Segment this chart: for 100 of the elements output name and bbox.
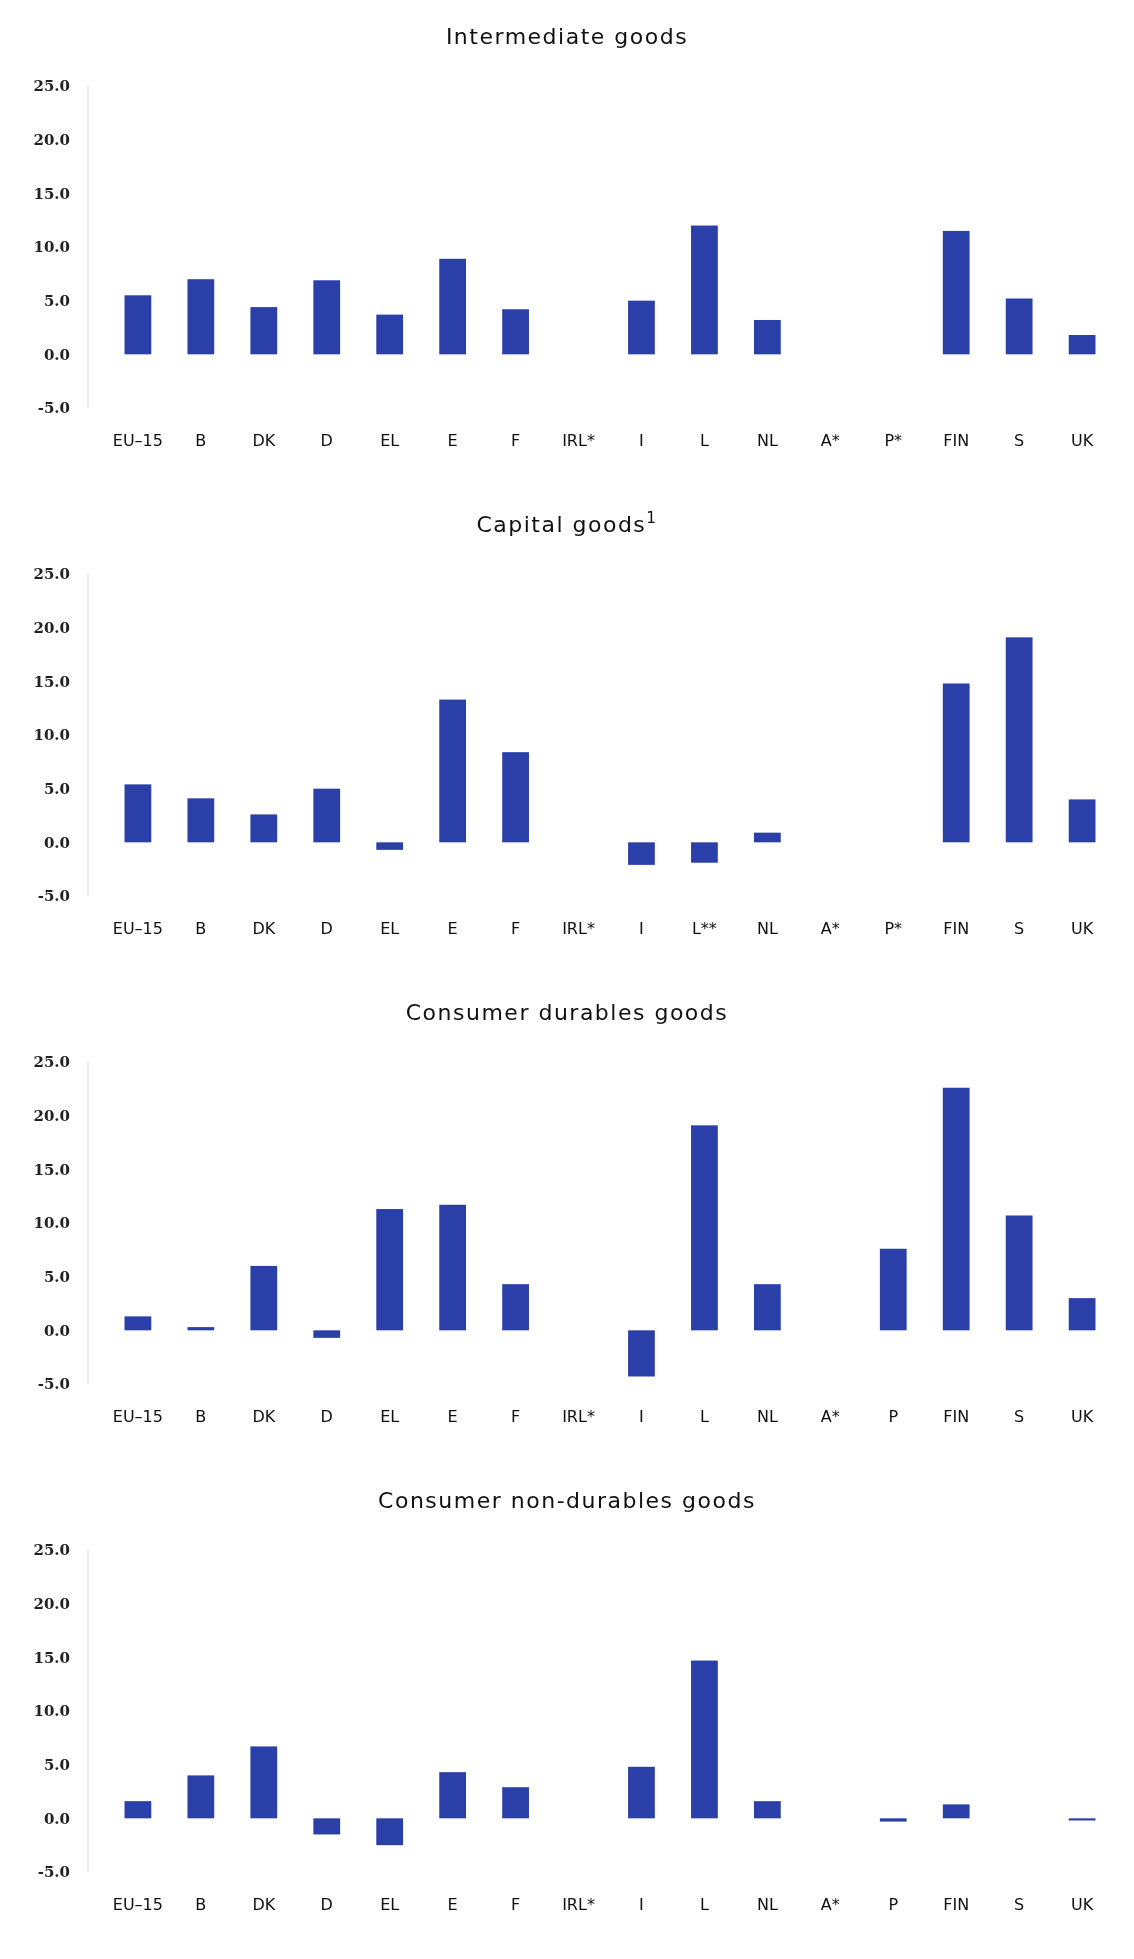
bar bbox=[942, 230, 970, 355]
x-tick-label: EL bbox=[380, 1407, 400, 1426]
x-tick-label: E bbox=[447, 431, 458, 450]
bar bbox=[250, 1265, 278, 1331]
x-tick-label: IRL* bbox=[562, 919, 595, 938]
x-tick-label: EL bbox=[380, 919, 400, 938]
bar bbox=[313, 1330, 341, 1338]
bar bbox=[313, 1818, 341, 1835]
bar bbox=[187, 798, 215, 843]
x-tick-label: UK bbox=[1071, 919, 1094, 938]
bar bbox=[439, 1772, 467, 1819]
x-tick-label: B bbox=[195, 1407, 207, 1426]
bar bbox=[439, 699, 467, 843]
y-tick-label: 25.0 bbox=[33, 77, 70, 96]
y-tick-label: 25.0 bbox=[33, 1053, 70, 1072]
bar bbox=[628, 300, 655, 355]
y-tick-label: 15.0 bbox=[33, 672, 70, 691]
y-tick-label: 10.0 bbox=[33, 726, 70, 745]
x-tick-label: D bbox=[320, 431, 333, 450]
x-tick-label: IRL* bbox=[562, 1407, 595, 1426]
y-tick-label: 10.0 bbox=[33, 1702, 70, 1721]
y-tick-label: -5.0 bbox=[37, 399, 70, 418]
bar bbox=[691, 225, 718, 355]
x-tick-label: E bbox=[447, 919, 458, 938]
bar bbox=[942, 1804, 970, 1819]
x-tick-label: A* bbox=[820, 1407, 840, 1426]
x-tick-label: EU–15 bbox=[112, 1407, 163, 1426]
bar bbox=[376, 1209, 404, 1331]
x-tick-label: EU–15 bbox=[112, 431, 163, 450]
bar bbox=[439, 258, 467, 355]
bar bbox=[691, 842, 718, 863]
x-tick-label: B bbox=[195, 919, 207, 938]
x-tick-label: B bbox=[195, 431, 207, 450]
bar bbox=[250, 307, 278, 355]
bar bbox=[1068, 799, 1096, 843]
x-tick-label: FIN bbox=[943, 1407, 970, 1426]
bar bbox=[1005, 298, 1033, 355]
x-tick-label: DK bbox=[252, 1895, 276, 1914]
y-tick-label: 0.0 bbox=[43, 1321, 70, 1340]
x-tick-label: FIN bbox=[943, 431, 970, 450]
bar bbox=[502, 1787, 529, 1819]
bar bbox=[376, 842, 404, 850]
x-tick-label: IRL* bbox=[562, 1895, 595, 1914]
x-tick-label: A* bbox=[820, 1895, 840, 1914]
y-tick-label: 5.0 bbox=[43, 1267, 70, 1286]
y-tick-label: 25.0 bbox=[33, 1541, 70, 1560]
y-tick-label: 20.0 bbox=[33, 130, 70, 149]
x-tick-label: P bbox=[888, 1895, 899, 1914]
x-tick-label: D bbox=[320, 919, 333, 938]
y-tick-label: 15.0 bbox=[33, 184, 70, 203]
x-tick-label: UK bbox=[1071, 431, 1094, 450]
x-tick-label: NL bbox=[756, 1407, 778, 1426]
chart-title: Consumer non-durables goods bbox=[378, 1488, 756, 1513]
x-tick-label: DK bbox=[252, 919, 276, 938]
x-tick-label: EL bbox=[380, 1895, 400, 1914]
x-tick-label: S bbox=[1014, 919, 1025, 938]
x-tick-label: E bbox=[447, 1407, 458, 1426]
chart-title: Capital goods$^{1}$ bbox=[476, 509, 658, 537]
x-tick-label: FIN bbox=[943, 919, 970, 938]
x-tick-label: L bbox=[699, 1407, 709, 1426]
bar bbox=[502, 309, 529, 355]
y-tick-label: 5.0 bbox=[43, 291, 70, 310]
y-tick-label: 0.0 bbox=[43, 1809, 70, 1828]
bar bbox=[187, 279, 215, 355]
y-tick-label: 0.0 bbox=[43, 345, 70, 364]
y-tick-label: -5.0 bbox=[37, 1375, 70, 1394]
bar bbox=[1068, 1298, 1096, 1331]
y-tick-label: -5.0 bbox=[37, 887, 70, 906]
y-tick-label: 10.0 bbox=[33, 238, 70, 257]
x-tick-label: DK bbox=[252, 431, 276, 450]
bar bbox=[376, 314, 404, 355]
x-tick-label: D bbox=[320, 1895, 333, 1914]
bar bbox=[942, 683, 970, 843]
y-tick-label: -5.0 bbox=[37, 1863, 70, 1882]
x-tick-label: F bbox=[510, 431, 521, 450]
x-tick-label: A* bbox=[820, 919, 840, 938]
y-tick-label: 0.0 bbox=[43, 833, 70, 852]
x-tick-label: EU–15 bbox=[112, 1895, 163, 1914]
x-tick-label: D bbox=[320, 1407, 333, 1426]
bar bbox=[124, 1316, 152, 1331]
bar bbox=[439, 1204, 467, 1331]
x-tick-label: P bbox=[888, 1407, 899, 1426]
bar bbox=[250, 1746, 278, 1819]
bar bbox=[628, 1766, 655, 1819]
bar bbox=[1068, 1818, 1096, 1821]
bar bbox=[628, 842, 655, 865]
y-tick-label: 5.0 bbox=[43, 1755, 70, 1774]
x-tick-label: UK bbox=[1071, 1407, 1094, 1426]
bar bbox=[1005, 637, 1033, 843]
x-tick-label: F bbox=[510, 1895, 521, 1914]
y-tick-label: 15.0 bbox=[33, 1648, 70, 1667]
bar bbox=[502, 752, 529, 843]
x-tick-label: IRL* bbox=[562, 431, 595, 450]
bar bbox=[1005, 1215, 1033, 1331]
bar bbox=[187, 1327, 215, 1331]
bar bbox=[502, 1284, 529, 1331]
x-tick-label: DK bbox=[252, 1407, 276, 1426]
bar bbox=[124, 784, 152, 843]
y-tick-label: 25.0 bbox=[33, 565, 70, 584]
y-tick-label: 15.0 bbox=[33, 1160, 70, 1179]
